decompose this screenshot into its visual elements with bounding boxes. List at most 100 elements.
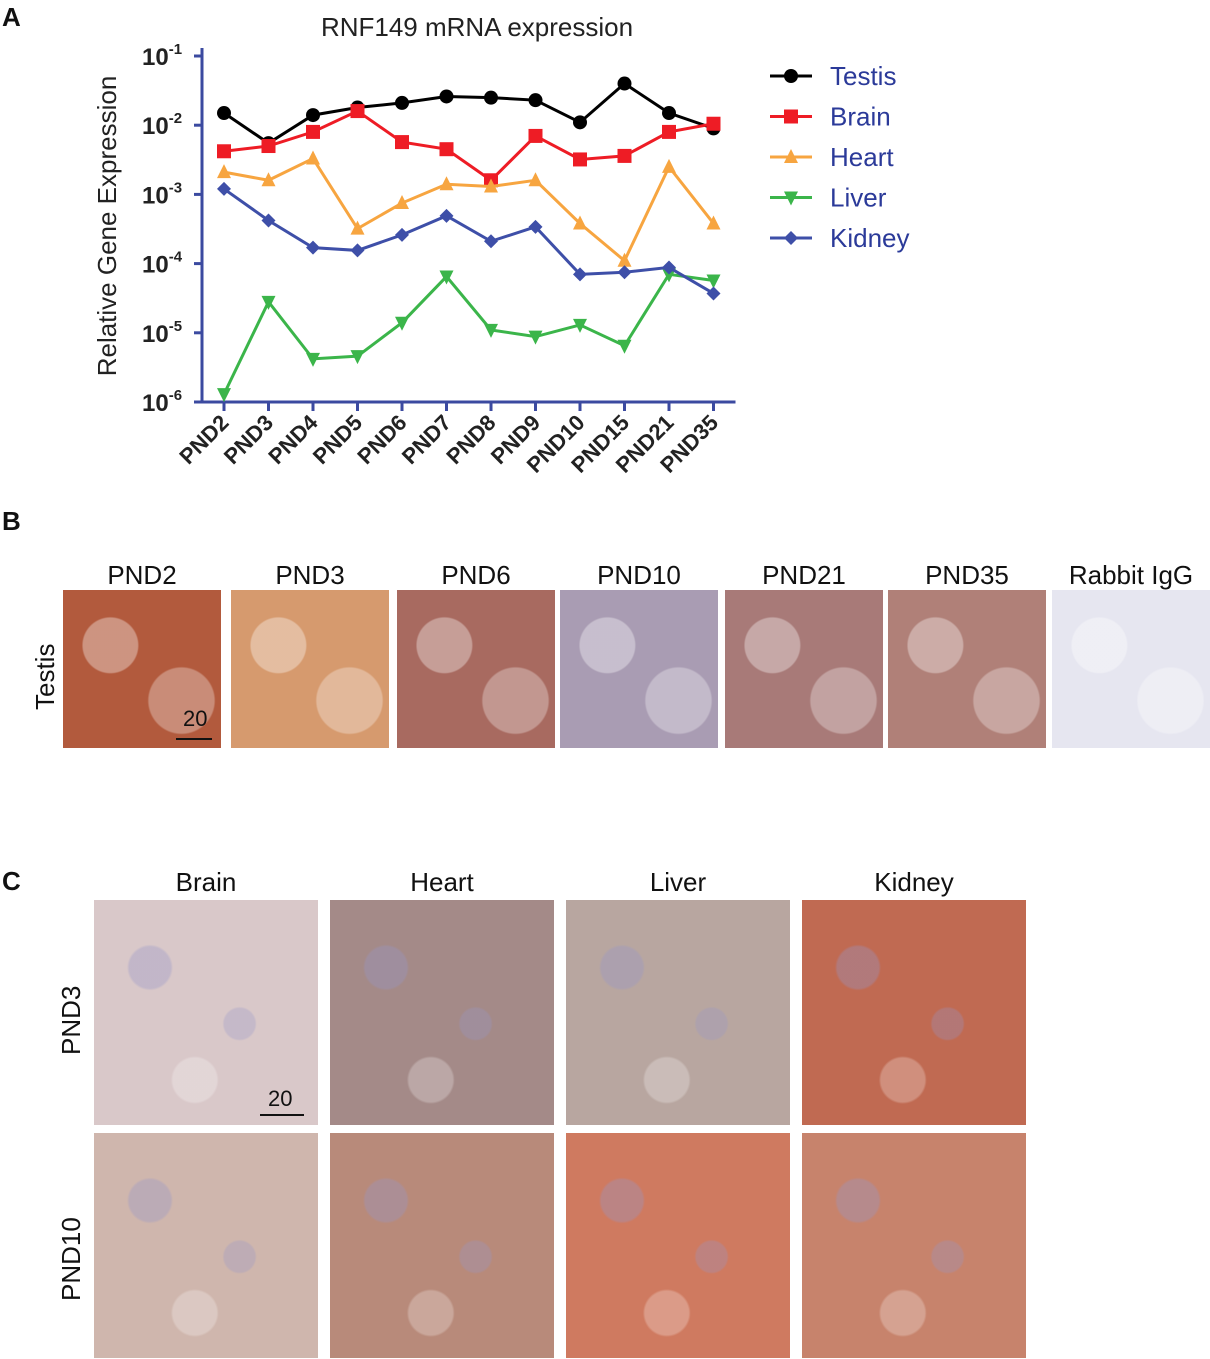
data-point-liver <box>706 274 721 289</box>
legend-marker-heart <box>784 149 798 163</box>
data-point-brain <box>306 124 320 139</box>
legend-label-heart: Heart <box>830 142 894 172</box>
y-tick-label: 10-4 <box>142 249 183 279</box>
column-label-brain: Brain <box>175 867 237 897</box>
data-point-brain <box>662 124 676 139</box>
y-tick-label: 10-2 <box>142 110 182 140</box>
legend-label-brain: Brain <box>830 102 891 132</box>
panel-letter-c: C <box>2 866 21 896</box>
data-point-heart <box>395 195 409 210</box>
micrograph-testis-rabbit-igg <box>1052 590 1210 748</box>
column-label-liver: Liver <box>649 867 707 897</box>
x-tick-label: PND7 <box>397 410 456 469</box>
data-point-kidney <box>395 227 409 242</box>
data-point-testis <box>662 106 676 121</box>
data-point-kidney <box>484 234 498 249</box>
data-point-brain <box>217 144 231 159</box>
data-point-heart <box>350 220 365 235</box>
micrograph-testis-pnd3 <box>231 590 389 748</box>
micrograph-kidney-pnd3 <box>802 900 1026 1125</box>
legend-marker-brain <box>784 109 798 124</box>
data-point-testis <box>306 108 320 123</box>
data-point-liver <box>439 270 454 285</box>
micrograph-testis-pnd6 <box>397 590 555 748</box>
micrograph-liver-pnd10 <box>566 1133 790 1358</box>
tile-label-pnd10: PND10 <box>597 560 681 590</box>
row-label-testis: Testis <box>30 643 60 710</box>
y-axis-label: Relative Gene Expression <box>92 76 122 377</box>
data-point-testis <box>395 95 409 110</box>
data-point-kidney <box>350 243 365 258</box>
y-tick-label: 10-5 <box>142 318 182 348</box>
data-point-brain <box>439 142 454 157</box>
data-point-testis <box>217 106 231 121</box>
data-point-brain <box>573 152 587 167</box>
data-point-liver <box>528 330 543 345</box>
data-point-liver <box>217 388 231 403</box>
data-point-liver <box>573 318 587 333</box>
y-tick-label: 10-1 <box>142 41 182 71</box>
data-point-testis <box>617 76 632 91</box>
data-point-kidney <box>573 267 587 282</box>
data-point-brain <box>617 148 632 163</box>
data-point-testis <box>439 89 454 104</box>
data-point-kidney <box>706 286 721 301</box>
column-label-kidney: Kidney <box>874 867 954 897</box>
legend-label-kidney: Kidney <box>830 223 910 253</box>
panel-letter-b: B <box>2 506 21 536</box>
y-tick-label: 10-6 <box>142 387 182 417</box>
micrograph-testis-pnd10 <box>560 590 718 748</box>
tile-label-pnd3: PND3 <box>275 560 345 590</box>
series-line-kidney <box>223 187 715 295</box>
legend-label-testis: Testis <box>830 61 896 91</box>
data-point-heart <box>217 164 231 179</box>
data-point-kidney <box>217 181 231 196</box>
tile-label-rabbit-igg: Rabbit IgG <box>1068 560 1194 590</box>
scale-bar-label: 20 <box>183 706 208 731</box>
data-point-testis <box>573 115 587 130</box>
data-point-heart <box>528 172 543 187</box>
data-point-heart <box>662 158 676 173</box>
tile-label-pnd35: PND35 <box>925 560 1009 590</box>
legend-marker-liver <box>784 191 798 206</box>
scale-bar-label: 20 <box>268 1086 293 1111</box>
data-point-heart <box>439 176 454 191</box>
x-tick-label: PND2 <box>174 410 233 469</box>
scale-bar <box>176 738 212 740</box>
tile-label-pnd21: PND21 <box>762 560 846 590</box>
series-line-heart <box>223 156 715 264</box>
x-tick-label: PND8 <box>441 410 500 469</box>
micrograph-testis-pnd2 <box>63 590 221 748</box>
series-line-liver <box>222 272 714 395</box>
data-point-kidney <box>528 219 543 234</box>
tile-label-pnd2: PND2 <box>107 560 177 590</box>
row-label-pnd3: PND3 <box>56 985 86 1055</box>
data-point-heart <box>261 172 276 187</box>
expression-line-chart: RNF149 mRNA expression Relative Gene Exp… <box>92 12 910 478</box>
data-point-liver <box>395 316 409 331</box>
micrograph-heart-pnd10 <box>330 1133 554 1358</box>
micrograph-heart-pnd3 <box>330 900 554 1125</box>
legend-label-liver: Liver <box>830 183 887 213</box>
y-tick-label: 10-3 <box>142 179 182 209</box>
series-line-testis <box>223 81 714 145</box>
micrograph-testis-pnd21 <box>725 590 883 748</box>
data-point-testis <box>528 93 543 108</box>
legend-marker-testis <box>784 69 798 83</box>
data-point-kidney <box>306 240 320 255</box>
data-point-heart <box>306 150 320 165</box>
data-point-heart <box>484 178 498 193</box>
x-tick-label: PND5 <box>308 410 367 469</box>
data-point-kidney <box>617 265 632 280</box>
micrograph-brain-pnd3 <box>94 900 318 1125</box>
data-point-liver <box>617 339 632 354</box>
x-tick-label: PND4 <box>263 409 323 469</box>
data-point-brain <box>706 116 721 131</box>
column-label-heart: Heart <box>410 867 474 897</box>
x-tick-label: PND6 <box>352 410 411 469</box>
micrograph-brain-pnd10 <box>94 1133 318 1358</box>
data-point-kidney <box>261 213 276 228</box>
data-point-brain <box>528 128 543 143</box>
chart-title: RNF149 mRNA expression <box>321 12 633 42</box>
data-point-heart <box>617 252 632 267</box>
